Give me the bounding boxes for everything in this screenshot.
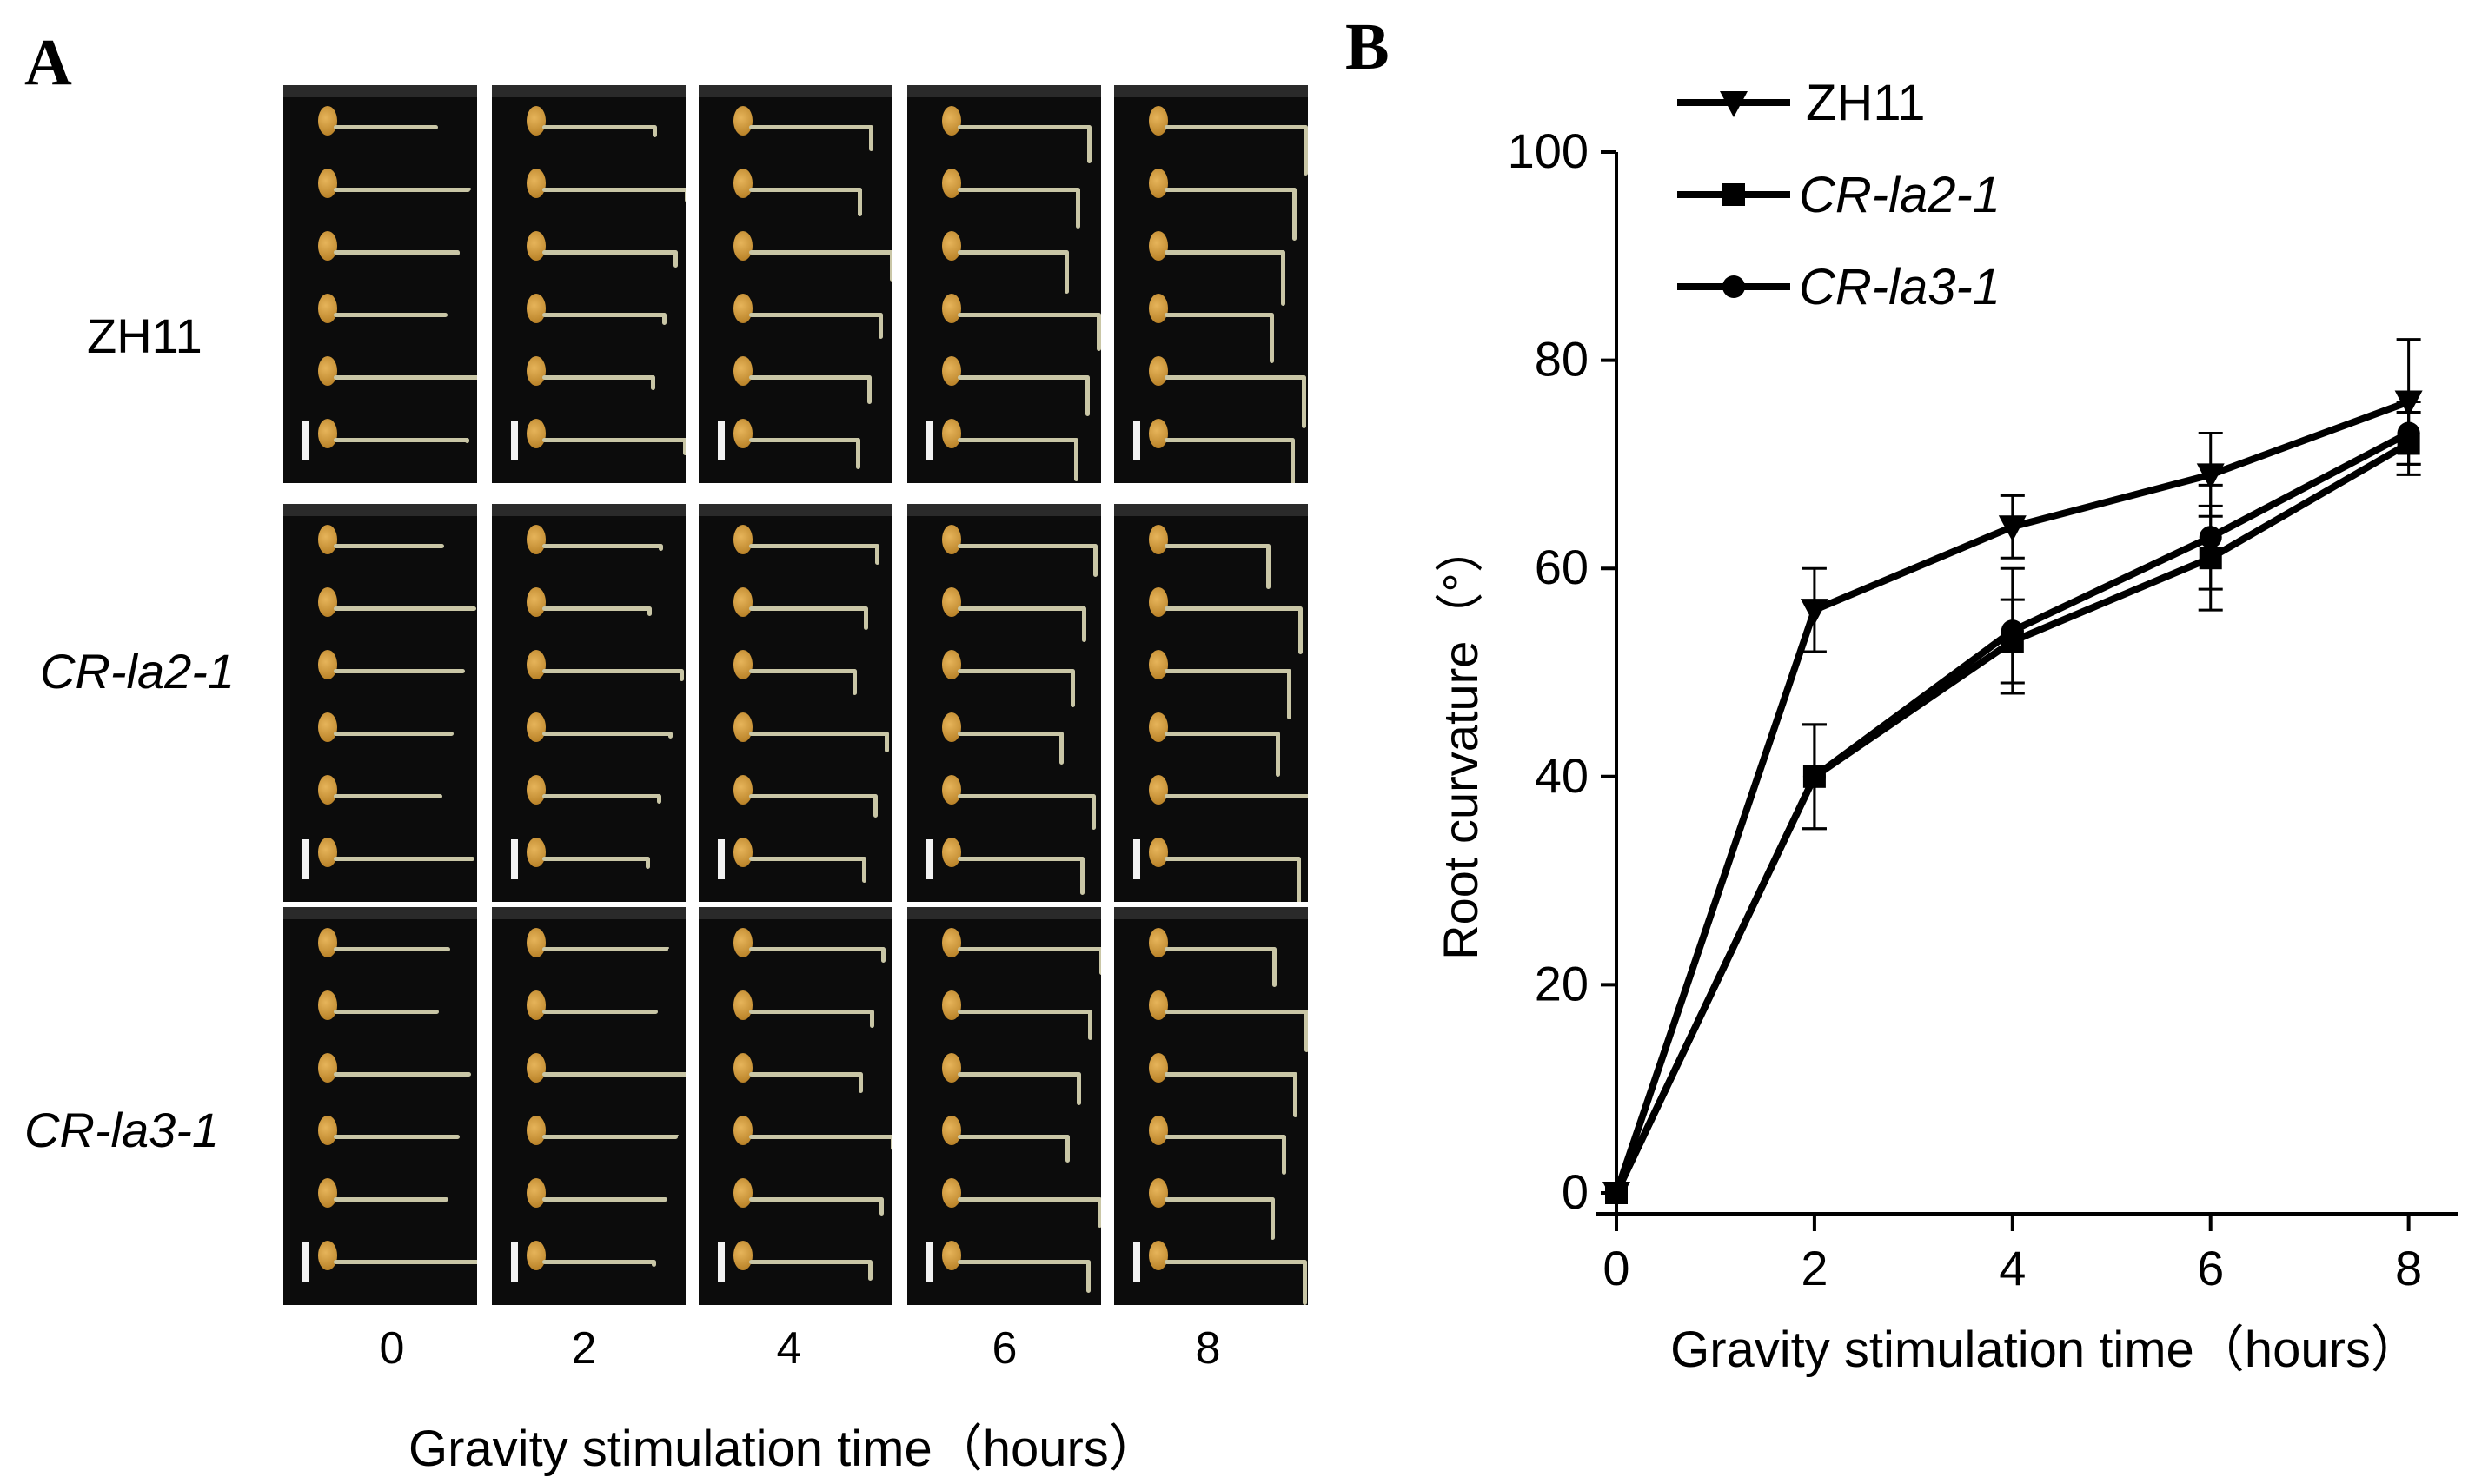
panel-b-letter: B [1345, 10, 1390, 83]
x-axis-title: Gravity stimulation time（hours） [1670, 1322, 2421, 1378]
col-tick-0: 0 [379, 1323, 405, 1374]
scale-bar [511, 421, 518, 460]
data-point-ZH11 [2196, 463, 2225, 490]
data-point-ZH11 [1998, 515, 2027, 542]
y-axis-title: Root curvature（°） [1433, 524, 1488, 960]
scale-bar [302, 421, 309, 460]
scale-bar [1133, 1242, 1140, 1282]
row-label-cr-la3-1: CR-la3-1 [24, 1103, 220, 1157]
seedling-photo-r2-c1 [283, 504, 477, 902]
y-tick-label: 40 [1535, 748, 1589, 803]
data-point-CR-la3-1 [2199, 526, 2222, 549]
scale-bar [1133, 839, 1140, 879]
x-tick-label: 4 [1999, 1241, 2026, 1295]
scale-bar [718, 1242, 725, 1282]
row-label-cr-la2-1: CR-la2-1 [40, 644, 236, 699]
seedling-photo-r1-c2 [492, 85, 686, 483]
scale-bar [1133, 421, 1140, 460]
data-point-CR-la3-1 [2001, 619, 2024, 643]
data-point-CR-la3-1 [1605, 1182, 1628, 1204]
scale-bar [718, 421, 725, 460]
x-tick-label: 2 [1801, 1241, 1828, 1295]
x-tick-label: 6 [2197, 1241, 2224, 1295]
scale-bar [511, 839, 518, 879]
y-tick-label: 20 [1535, 956, 1589, 1010]
seedling-photo-r3-c2 [492, 907, 686, 1305]
panel-a-x-axis-title: Gravity stimulation time（hours） [408, 1421, 1159, 1477]
col-tick-2: 2 [571, 1323, 597, 1374]
legend-label: ZH11 [1806, 75, 1926, 131]
y-tick-label: 60 [1535, 540, 1589, 594]
scale-bar [511, 1242, 518, 1282]
scale-bar [926, 421, 933, 460]
seedling-photo-r3-c3 [699, 907, 892, 1305]
seedling-photo-r3-c1 [283, 907, 477, 1305]
scale-bar [302, 839, 309, 879]
legend-marker-CR-la2-1 [1722, 183, 1745, 206]
legend-label: CR-la2-1 [1799, 167, 2001, 223]
root-curvature-chart: 0 20 40 60 80 100 0 2 4 6 8 Gravity stimulation tim… [1433, 75, 2458, 1378]
seedling-photo-r1-c5 [1114, 85, 1308, 483]
data-point-CR-la3-1 [1802, 765, 1826, 788]
y-tick-label: 0 [1562, 1164, 1589, 1219]
seedling-photo-r2-c5 [1114, 504, 1308, 902]
seedling-photo-r1-c4 [907, 85, 1101, 483]
legend-marker-ZH11 [1720, 91, 1748, 117]
seedling-photo-r3-c4 [907, 907, 1101, 1305]
seedling-photo-r1-c1 [283, 85, 477, 483]
panel-a-letter: A [24, 26, 72, 99]
y-tick-label: 100 [1508, 123, 1589, 178]
scale-bar [926, 1242, 933, 1282]
x-tick-label: 8 [2395, 1241, 2422, 1295]
row-label-zh11: ZH11 [87, 308, 202, 363]
seedling-photo-r2-c2 [492, 504, 686, 902]
scale-bar [926, 839, 933, 879]
col-tick-6: 6 [992, 1323, 1018, 1374]
seedling-photo-r3-c5 [1114, 907, 1308, 1305]
seedling-photo-r1-c3 [699, 85, 892, 483]
x-tick-label: 0 [1602, 1241, 1629, 1295]
col-tick-8: 8 [1195, 1323, 1221, 1374]
data-point-ZH11 [1800, 599, 1828, 626]
data-point-CR-la3-1 [2397, 421, 2420, 445]
scale-bar [718, 839, 725, 879]
seedling-photo-r2-c4 [907, 504, 1101, 902]
seedling-photo-r2-c3 [699, 504, 892, 902]
y-tick-label: 80 [1535, 332, 1589, 387]
legend-marker-CR-la3-1 [1722, 275, 1745, 298]
scale-bar [302, 1242, 309, 1282]
col-tick-4: 4 [776, 1323, 802, 1374]
legend-label: CR-la3-1 [1799, 259, 2001, 315]
